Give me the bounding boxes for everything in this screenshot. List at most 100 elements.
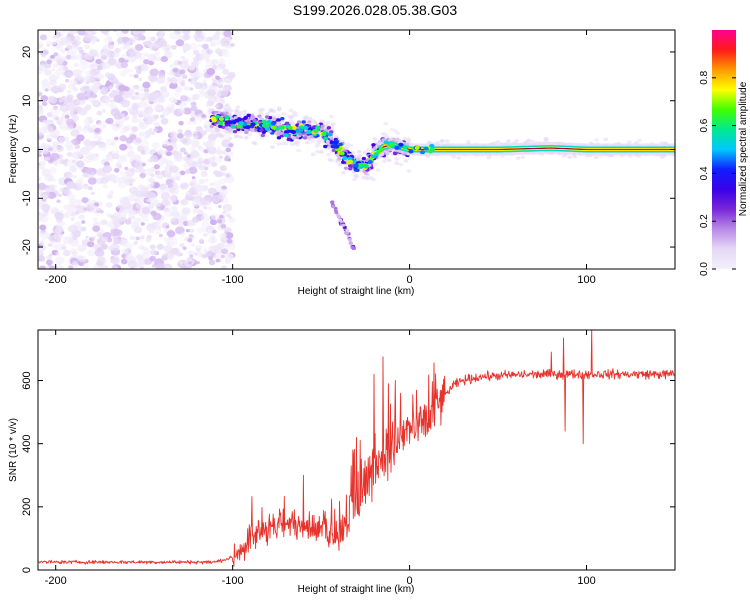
noise-blob bbox=[105, 33, 111, 37]
noise-blob bbox=[190, 105, 198, 112]
signal-blob bbox=[320, 124, 325, 129]
noise-blob bbox=[170, 247, 180, 255]
noise-blob bbox=[194, 134, 199, 139]
noise-blob bbox=[101, 236, 109, 243]
noise-blob bbox=[78, 76, 86, 83]
halo-blob bbox=[444, 139, 450, 143]
noise-blob bbox=[146, 117, 155, 125]
bright-blob bbox=[231, 120, 237, 125]
noise-blob bbox=[62, 236, 73, 245]
bright-blob bbox=[383, 140, 389, 145]
noise-blob bbox=[180, 82, 186, 87]
noise-blob bbox=[206, 48, 214, 55]
noise-blob bbox=[67, 90, 72, 94]
noise-blob bbox=[54, 264, 64, 269]
noise-blob bbox=[134, 43, 144, 51]
noise-blob bbox=[131, 215, 135, 219]
noise-blob bbox=[78, 214, 85, 220]
noise-blob bbox=[143, 87, 150, 93]
signal-blob bbox=[325, 139, 330, 144]
bright-blob bbox=[429, 143, 435, 148]
bright-blob bbox=[388, 142, 394, 147]
noise-blob bbox=[39, 241, 44, 246]
halo-blob bbox=[289, 142, 295, 147]
halo-blob bbox=[315, 149, 321, 154]
noise-blob bbox=[148, 114, 155, 119]
branch-blob bbox=[336, 215, 341, 219]
halo-blob bbox=[288, 118, 294, 123]
snr-x-ticks: -200 -100 0 100 bbox=[45, 330, 596, 587]
noise-blob bbox=[75, 199, 82, 205]
noise-blob bbox=[220, 254, 225, 259]
noise-blob bbox=[118, 57, 126, 64]
noise-blob bbox=[55, 222, 64, 229]
colorbar-tick-label: 0.8 bbox=[699, 70, 710, 84]
noise-blob bbox=[203, 149, 209, 154]
spectrogram-x-ticks: -200 -100 0 100 bbox=[45, 30, 596, 286]
noise-blob bbox=[149, 255, 157, 262]
noise-blob bbox=[172, 68, 179, 73]
noise-blob bbox=[78, 107, 88, 116]
halo-blob bbox=[373, 162, 378, 166]
noise-blob bbox=[183, 50, 187, 54]
signal-blob bbox=[257, 114, 262, 118]
noise-blob bbox=[44, 78, 49, 82]
halo-blob bbox=[288, 108, 294, 113]
noise-blob bbox=[224, 175, 235, 184]
signal-blob bbox=[343, 166, 349, 170]
noise-blob bbox=[158, 234, 163, 238]
noise-blob bbox=[92, 236, 96, 240]
noise-blob bbox=[141, 207, 151, 215]
noise-blob bbox=[39, 34, 48, 41]
noise-blob bbox=[180, 95, 188, 102]
noise-blob bbox=[41, 101, 48, 107]
bright-blob bbox=[423, 146, 429, 151]
noise-blob bbox=[149, 91, 160, 100]
noise-blob bbox=[69, 232, 74, 237]
noise-blob bbox=[46, 254, 53, 261]
noise-blob bbox=[220, 90, 229, 97]
noise-blob bbox=[141, 97, 146, 102]
noise-blob bbox=[173, 189, 178, 193]
bright-blob bbox=[298, 125, 304, 130]
halo-blob bbox=[211, 135, 217, 139]
halo-blob bbox=[307, 116, 313, 121]
noise-blob bbox=[155, 75, 166, 84]
noise-blob bbox=[80, 226, 87, 232]
noise-blob bbox=[196, 227, 204, 234]
noise-blob bbox=[195, 251, 203, 258]
noise-blob bbox=[113, 94, 124, 103]
y-tick-label: 0 bbox=[21, 567, 33, 573]
noise-blob bbox=[208, 84, 214, 90]
noise-blob bbox=[65, 78, 70, 83]
noise-blob bbox=[69, 79, 77, 86]
noise-blob bbox=[114, 47, 121, 54]
y-tick-label: 400 bbox=[21, 435, 33, 453]
noise-blob bbox=[38, 211, 42, 216]
branch-blob bbox=[345, 229, 350, 233]
noise-blob bbox=[104, 72, 112, 78]
signal-blob bbox=[259, 117, 265, 121]
noise-blob bbox=[204, 178, 209, 183]
noise-blob bbox=[131, 116, 139, 124]
noise-blob bbox=[198, 43, 203, 48]
noise-blob bbox=[203, 36, 210, 43]
signal-blob bbox=[326, 126, 332, 130]
noise-blob bbox=[85, 30, 95, 37]
noise-blob bbox=[97, 143, 108, 152]
noise-blob bbox=[92, 225, 101, 232]
noise-blob bbox=[200, 130, 207, 136]
signal-blob bbox=[323, 144, 328, 149]
noise-blob bbox=[136, 52, 146, 61]
noise-blob bbox=[206, 68, 216, 76]
noise-blob bbox=[168, 31, 179, 40]
noise-blob bbox=[129, 134, 137, 140]
noise-blob bbox=[156, 219, 162, 224]
noise-blob bbox=[129, 73, 134, 78]
bright-blob bbox=[230, 124, 236, 129]
noise-blob bbox=[66, 151, 73, 157]
noise-blob bbox=[155, 229, 162, 235]
noise-blob bbox=[51, 40, 57, 45]
signal-blob bbox=[392, 151, 398, 156]
noise-blob bbox=[113, 136, 119, 141]
